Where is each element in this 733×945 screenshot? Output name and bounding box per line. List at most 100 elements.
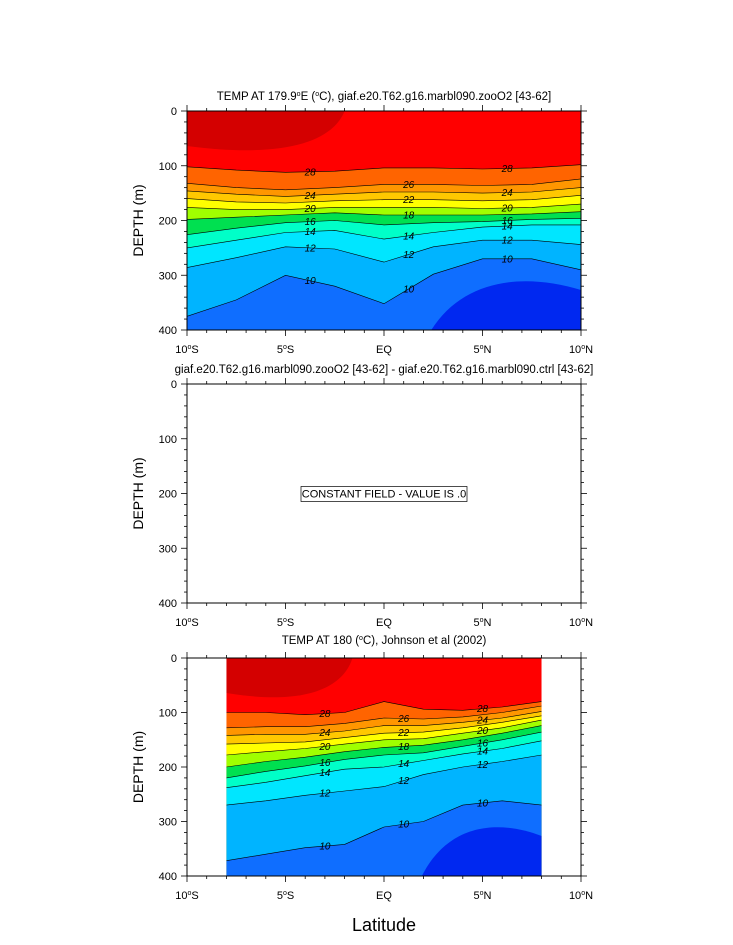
- contour-label: 14: [305, 227, 317, 238]
- contour-label: 14: [502, 221, 514, 232]
- x-tick-label: 5oN: [474, 617, 492, 629]
- isotherm-16: [187, 218, 581, 235]
- isotherm-20: [226, 719, 542, 756]
- x-tick-label: 10oS: [175, 344, 199, 356]
- contour-label: 16: [477, 739, 489, 750]
- contour-label: 28: [476, 704, 489, 715]
- y-tick-label: 0: [171, 379, 177, 391]
- isotherm-10: [226, 800, 542, 861]
- y-tick-label: 300: [159, 817, 177, 829]
- isotherm-26: [187, 178, 581, 191]
- isotherm-12: [187, 239, 581, 268]
- chart-title: TEMP AT 180 (oC), Johnson et al (2002): [282, 635, 487, 647]
- chart-title: giaf.e20.T62.g16.marbl090.zooO2 [43-62] …: [175, 364, 594, 376]
- contour-label: 24: [318, 728, 331, 739]
- contour-label: 22: [397, 728, 410, 739]
- isotherm-14: [226, 740, 542, 788]
- isotherm-22: [187, 195, 581, 204]
- isotherm-16: [226, 731, 542, 779]
- contour-label: 12: [305, 243, 317, 254]
- band-32: [187, 111, 345, 151]
- isotherm-22: [226, 715, 542, 745]
- x-tick-label: 5oN: [474, 890, 492, 902]
- x-tick-label: 5oS: [277, 890, 294, 902]
- contour-label: 10: [477, 798, 489, 809]
- contour-label: 10: [403, 284, 415, 295]
- x-tick-label: 10oS: [175, 617, 199, 629]
- isotherm-26: [226, 705, 542, 729]
- x-tick-label: 5oS: [277, 344, 294, 356]
- y-tick-label: 200: [159, 762, 177, 774]
- x-tick-label: EQ: [376, 617, 392, 629]
- isotherm-20: [187, 203, 581, 210]
- isotherm-14: [187, 224, 581, 249]
- isotherm-18: [187, 211, 581, 220]
- x-tick-label: 5oN: [474, 344, 492, 356]
- y-tick-label: 400: [159, 325, 177, 337]
- contour-label: 16: [305, 217, 317, 228]
- y-tick-label: 0: [171, 106, 177, 118]
- x-tick-label: EQ: [376, 344, 392, 356]
- x-axis-label: Latitude: [352, 915, 416, 935]
- x-tick-label: EQ: [376, 890, 392, 902]
- y-ticks: 0 100 200 300 400: [159, 653, 587, 883]
- contour-label: 14: [477, 747, 489, 758]
- contour-label: 16: [502, 216, 514, 227]
- x-ticks: 10oS 5oS EQ 5oN 10oN: [175, 652, 593, 902]
- y-tick-label: 100: [159, 434, 177, 446]
- contour-label: 28: [501, 164, 514, 175]
- contour-label: 16: [319, 758, 331, 769]
- isotherm-10: [187, 258, 581, 317]
- contour-label: 10: [398, 820, 410, 831]
- y-axis-label: DEPTH (m): [130, 184, 146, 256]
- contour-label: 12: [403, 250, 415, 261]
- chart-title: TEMP AT 179.9oE (oC), giaf.e20.T62.g16.m…: [217, 91, 551, 103]
- y-tick-label: 300: [159, 270, 177, 282]
- isotherm-18: [226, 725, 542, 768]
- isotherm-24: [187, 187, 581, 197]
- contour-label: 14: [319, 768, 331, 779]
- isotherm-24: [226, 711, 542, 736]
- contour-label: 18: [403, 211, 415, 222]
- contour-label: 12: [477, 760, 489, 771]
- contour-label: 18: [398, 742, 410, 753]
- y-tick-label: 400: [159, 598, 177, 610]
- contour-label: 10: [502, 254, 514, 265]
- contour-label: 20: [318, 742, 331, 753]
- isotherm-12: [226, 754, 542, 806]
- panel-difference: 0 100 200 300 400 10oS 5oS EQ 5oN 10oN DEPTH (m) gi…: [130, 364, 593, 629]
- x-tick-label: 10oS: [175, 890, 199, 902]
- y-tick-label: 100: [159, 708, 177, 720]
- contour-label: 28: [304, 167, 317, 178]
- y-tick-label: 300: [159, 543, 177, 555]
- contour-label: 26: [402, 180, 415, 191]
- isotherm-28: [226, 701, 542, 716]
- panel-johnson-temperature: 28 28262424222020181616141414121212101010…: [130, 635, 593, 902]
- y-ticks: 0 100 200 300 400: [159, 106, 587, 337]
- y-axis-label: DEPTH (m): [130, 457, 146, 529]
- y-tick-label: 200: [159, 216, 177, 228]
- contour-label: 12: [319, 789, 331, 800]
- contour-label: 22: [402, 195, 415, 206]
- contour-label: 24: [304, 191, 317, 202]
- contour-label: 28: [318, 709, 331, 720]
- y-tick-label: 100: [159, 161, 177, 173]
- note-box: [300, 486, 468, 502]
- band-below-8: [421, 827, 542, 876]
- contour-label: 20: [501, 203, 514, 214]
- y-axis-label: DEPTH (m): [130, 731, 146, 803]
- y-tick-label: 0: [171, 653, 177, 665]
- contour-label: 12: [502, 236, 514, 247]
- contour-label: 20: [304, 204, 317, 215]
- contour-label: 14: [403, 231, 415, 242]
- x-ticks: 10oS 5oS EQ 5oN 10oN: [175, 378, 593, 629]
- panel-model-temperature: 2828262424222020181616141414121212101010…: [130, 91, 593, 356]
- x-tick-label: 10oN: [569, 617, 593, 629]
- isotherm-28: [187, 164, 581, 173]
- x-tick-label: 5oS: [277, 617, 294, 629]
- x-ticks: 10oS 5oS EQ 5oN 10oN: [175, 105, 593, 356]
- contour-label: 24: [501, 188, 514, 199]
